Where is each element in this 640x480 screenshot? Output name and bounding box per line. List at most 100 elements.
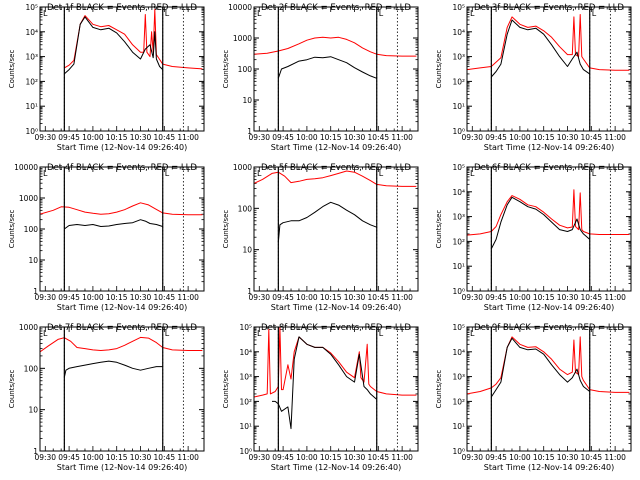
- interval-bracket-label: L: [470, 9, 475, 18]
- series-line-lld: [467, 336, 630, 395]
- chart-panel-7: Det 7f BLACK = Events, RED = LLD Counts/s…: [8, 323, 205, 472]
- chart-title: Det 9f BLACK = Events, RED = LLD: [474, 323, 624, 333]
- x-axis-label: Start Time (12-Nov-14 09:26:40): [484, 303, 614, 312]
- x-tick-label: 10:45: [368, 453, 390, 462]
- plot-frame: [39, 6, 205, 132]
- x-tick-label: 10:30: [130, 133, 152, 142]
- chart-panel-6: Det 6f BLACK = Events, RED = LLD Counts/s…: [435, 163, 632, 312]
- x-tick-label: 11:00: [177, 453, 199, 462]
- y-axis-label: Counts/sec: [8, 210, 16, 249]
- interval-bracket-label: L: [165, 329, 170, 338]
- interval-bracket-label: L: [470, 329, 475, 338]
- y-tick-label: 10: [242, 246, 252, 255]
- plot-area: [254, 36, 417, 79]
- x-tick-label: 10:45: [581, 133, 603, 142]
- y-axis-label: Counts/sec: [222, 210, 230, 249]
- chart-panel-9: Det 9f BLACK = Events, RED = LLD Counts/s…: [435, 323, 632, 472]
- y-tick-label: 10²: [239, 397, 252, 406]
- x-tick-label: 10:15: [106, 453, 128, 462]
- plot-frame: [466, 166, 632, 292]
- series-line-events: [64, 219, 163, 230]
- y-tick-label: 10¹: [452, 422, 465, 431]
- x-tick-label: 11:00: [604, 453, 626, 462]
- x-tick-label: 10:00: [509, 293, 531, 302]
- x-tick-label: 10:45: [154, 133, 176, 142]
- y-tick-label: 1: [33, 287, 38, 296]
- series-line-events: [490, 196, 591, 250]
- y-axis-label: Counts/sec: [435, 210, 443, 249]
- y-tick-label: 10⁵: [452, 3, 465, 12]
- y-tick-label: 10⁰: [452, 287, 465, 296]
- x-axis-label: Start Time (12-Nov-14 09:26:40): [484, 143, 614, 152]
- y-tick-label: 10²: [452, 397, 465, 406]
- x-tick-label: 10:45: [154, 293, 176, 302]
- chart-title: Det 2f BLACK = Events, RED = LLD: [261, 3, 411, 13]
- x-tick-label: 09:45: [485, 293, 507, 302]
- interval-bracket-label: L: [43, 169, 48, 178]
- series-line-events: [277, 56, 377, 79]
- plot-area: [467, 14, 630, 78]
- y-axis-label: Counts/sec: [435, 50, 443, 89]
- interval-bracket-label: L: [43, 9, 48, 18]
- chart-title: Det 4f BLACK = Events, RED = LLD: [47, 163, 197, 173]
- interval-bracket-label: L: [165, 9, 170, 18]
- y-tick-label: 10³: [25, 53, 38, 62]
- x-tick-label: 10:45: [581, 293, 603, 302]
- x-axis-label: Start Time (12-Nov-14 09:26:40): [271, 463, 401, 472]
- x-axis-label: Start Time (12-Nov-14 09:26:40): [271, 303, 401, 312]
- y-tick-label: 10³: [452, 213, 465, 222]
- interval-bracket-label: L: [257, 9, 262, 18]
- x-tick-label: 09:30: [34, 293, 56, 302]
- x-tick-label: 11:00: [177, 293, 199, 302]
- x-axis-label: Start Time (12-Nov-14 09:26:40): [57, 143, 187, 152]
- x-tick-label: 11:00: [391, 453, 413, 462]
- x-tick-label: 10:30: [557, 133, 579, 142]
- y-tick-label: 10: [242, 96, 252, 105]
- interval-bracket-label: L: [592, 9, 597, 18]
- y-tick-label: 10³: [452, 373, 465, 382]
- plot-area: [467, 336, 630, 398]
- y-tick-label: 1: [33, 447, 38, 456]
- x-tick-label: 09:30: [461, 133, 483, 142]
- interval-bracket-label: L: [592, 169, 597, 178]
- x-tick-label: 09:45: [485, 453, 507, 462]
- y-axis-label: Counts/sec: [435, 370, 443, 409]
- x-axis-label: Start Time (12-Nov-14 09:26:40): [484, 463, 614, 472]
- x-tick-label: 09:45: [58, 453, 80, 462]
- x-tick-label: 09:45: [58, 293, 80, 302]
- x-tick-label: 10:15: [320, 133, 342, 142]
- y-tick-label: 10⁰: [239, 447, 252, 456]
- interval-bracket-label: L: [257, 329, 262, 338]
- x-tick-label: 10:15: [106, 133, 128, 142]
- y-tick-label: 10²: [25, 77, 38, 86]
- y-tick-label: 1: [247, 127, 252, 136]
- y-axis-label: Counts/sec: [222, 50, 230, 89]
- y-tick-label: 100: [238, 204, 253, 213]
- series-line-events: [63, 360, 163, 378]
- x-tick-label: 10:45: [368, 293, 390, 302]
- x-tick-label: 10:15: [320, 293, 342, 302]
- x-tick-label: 10:00: [82, 453, 104, 462]
- plot-area: [63, 8, 203, 75]
- series-line-lld: [64, 8, 203, 70]
- y-axis-label: Counts/sec: [8, 50, 16, 89]
- x-tick-label: 11:00: [604, 293, 626, 302]
- x-tick-label: 09:30: [34, 453, 56, 462]
- plot-frame: [253, 6, 419, 132]
- y-tick-label: 10⁴: [25, 28, 38, 37]
- x-tick-label: 09:30: [461, 453, 483, 462]
- x-tick-label: 09:30: [248, 133, 270, 142]
- y-tick-label: 10⁰: [452, 447, 465, 456]
- plot-frame: [39, 166, 205, 292]
- y-tick-label: 10²: [452, 77, 465, 86]
- x-tick-label: 09:30: [248, 453, 270, 462]
- plot-frame: [253, 166, 419, 292]
- x-tick-label: 09:45: [272, 133, 294, 142]
- interval-bracket-label: L: [379, 329, 384, 338]
- chart-title: Det 6f BLACK = Events, RED = LLD: [474, 163, 624, 173]
- x-axis-label: Start Time (12-Nov-14 09:26:40): [57, 463, 187, 472]
- x-tick-label: 09:45: [58, 133, 80, 142]
- series-line-events: [63, 16, 164, 75]
- plot-area: [467, 189, 630, 250]
- chart-panel-3: Det 3f BLACK = Events, RED = LLD Counts/s…: [435, 3, 632, 152]
